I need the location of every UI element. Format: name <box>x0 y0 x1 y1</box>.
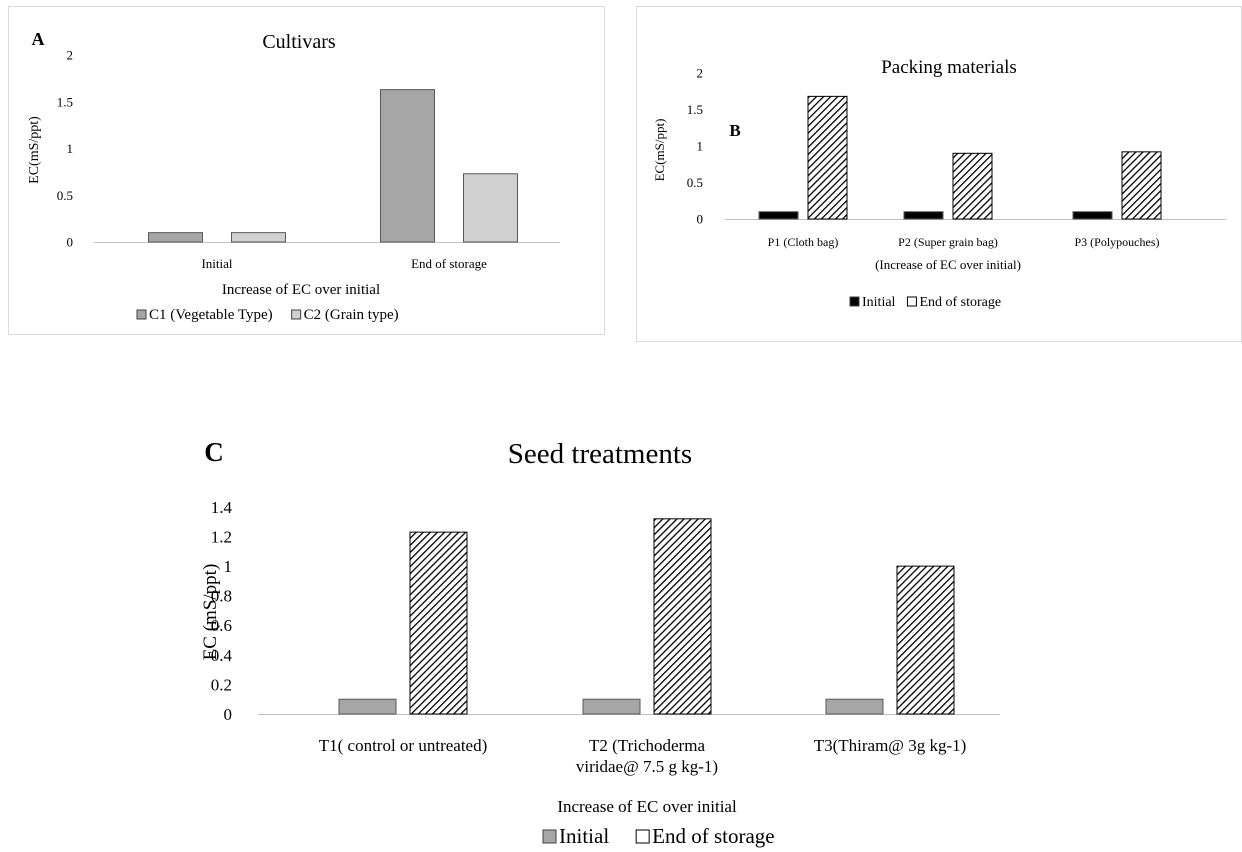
y-tick-label: 0.2 <box>211 675 232 694</box>
y-tick-label: 2 <box>697 66 704 81</box>
legend-label: C1 (Vegetable Type) <box>149 307 273 323</box>
chart-title: Cultivars <box>262 31 336 53</box>
x-category-label: Initial <box>201 256 232 271</box>
legend-swatch <box>906 296 917 307</box>
panel-label: C <box>204 437 224 467</box>
y-tick-label: 2 <box>67 48 74 63</box>
bar-2-2 <box>653 518 712 715</box>
bar-1-2 <box>903 211 944 220</box>
x-category-label: viridae@ 7.5 g kg-1) <box>576 757 718 776</box>
x-category-label: T2 (Trichoderma <box>589 736 705 755</box>
x-category-label: T3(Thiram@ 3g kg-1) <box>814 736 967 755</box>
bar-1-1 <box>338 698 397 715</box>
bar-1-3 <box>825 698 884 715</box>
chart-panel-c: C Seed treatments 0 0.2 0.4 0.6 0.8 1 1.2 1.4 T1( … <box>200 437 1000 848</box>
legend-swatch <box>291 309 302 320</box>
y-tick-label: 0 <box>67 235 74 250</box>
bar-2-1 <box>231 232 286 243</box>
x-category-label: End of storage <box>411 256 487 271</box>
legend-label: End of storage <box>652 824 774 848</box>
y-tick-label: 1 <box>224 557 233 576</box>
y-tick-label: 0.4 <box>211 646 233 665</box>
legend-swatch <box>849 296 860 307</box>
legend-label: C2 (Grain type) <box>304 307 399 323</box>
y-tick-label: 1.5 <box>687 102 703 117</box>
x-axis-label: Increase of EC over initial <box>222 282 380 298</box>
y-tick-label: 0.5 <box>57 188 73 203</box>
x-axis-label: Increase of EC over initial <box>557 797 737 816</box>
y-axis-label: EC(mS/ppt) <box>652 119 667 182</box>
bar-2-2 <box>952 152 993 220</box>
bar-1-2 <box>582 698 641 715</box>
y-tick-label: 1.4 <box>211 498 233 517</box>
legend-label: Initial <box>862 295 896 310</box>
chart-title: Seed treatments <box>508 438 692 470</box>
chart-title: Packing materials <box>881 57 1017 78</box>
chart-frame <box>8 6 605 335</box>
bar-2-3 <box>1121 151 1162 220</box>
bar-1-2 <box>380 89 435 243</box>
bar-2-2 <box>463 173 518 243</box>
y-tick-label: 1.2 <box>211 528 232 547</box>
x-category-label: P2 (Super grain bag) <box>898 235 998 249</box>
panel-label: B <box>729 121 740 140</box>
legend-label: End of storage <box>919 295 1001 310</box>
y-tick-label: 1 <box>67 141 74 156</box>
x-category-label: T1( control or untreated) <box>319 736 488 755</box>
legend-swatch <box>136 309 147 320</box>
bar-2-1 <box>807 95 848 220</box>
panel-label: A <box>32 29 45 49</box>
x-category-label: P3 (Polypouches) <box>1075 235 1160 249</box>
legend-label: Initial <box>559 824 609 848</box>
y-axis-label: EC (mS/ppt) <box>200 564 221 661</box>
y-axis-label: EC(mS/ppt) <box>27 116 42 184</box>
bar-2-1 <box>409 531 468 715</box>
y-tick-label: 1.5 <box>57 94 73 109</box>
chart-panel-b: B Packing materials 0 0.5 1 1.5 2 P1 (Cloth bag… <box>636 6 1242 342</box>
y-tick-label: 0 <box>697 212 704 227</box>
y-tick-label: 1 <box>697 139 704 154</box>
chart-panel-a: A Cultivars 0 0.5 1 1.5 2 Initial End of storage… <box>8 6 605 335</box>
bar-1-1 <box>148 232 203 243</box>
bar-2-3 <box>896 565 955 715</box>
x-category-label: P1 (Cloth bag) <box>768 235 839 249</box>
x-axis-label: (Increase of EC over initial) <box>875 257 1021 272</box>
legend-swatch <box>542 829 557 844</box>
y-tick-label: 0.6 <box>211 616 232 635</box>
y-tick-label: 0.8 <box>211 587 232 606</box>
y-tick-label: 0.5 <box>687 175 703 190</box>
legend-swatch <box>635 829 650 844</box>
bar-1-3 <box>1072 211 1113 220</box>
y-tick-label: 0 <box>224 705 233 724</box>
bar-1-1 <box>758 211 799 220</box>
